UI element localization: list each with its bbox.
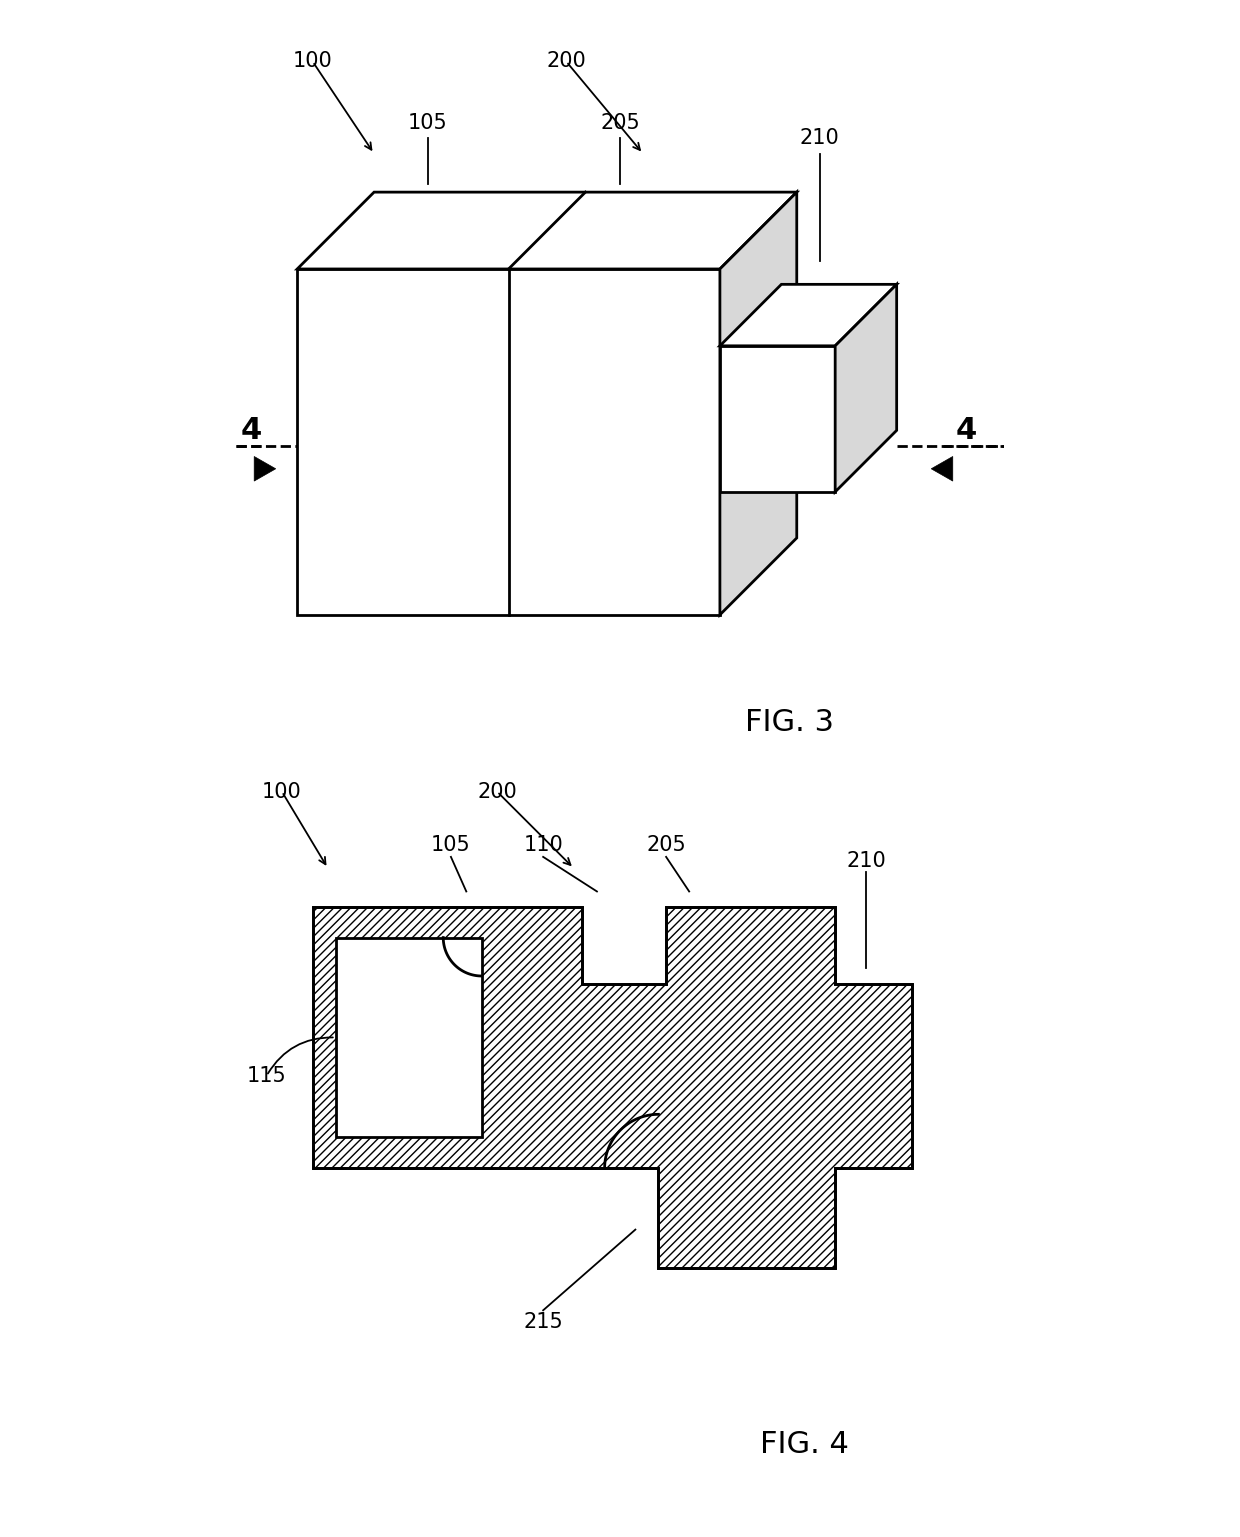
Text: 200: 200 — [477, 781, 517, 802]
Polygon shape — [720, 192, 797, 615]
Polygon shape — [298, 192, 797, 269]
Polygon shape — [836, 284, 897, 492]
Polygon shape — [298, 269, 720, 615]
Polygon shape — [254, 456, 275, 481]
Text: FIG. 3: FIG. 3 — [744, 709, 833, 736]
Text: 215: 215 — [523, 1311, 563, 1333]
Polygon shape — [720, 346, 836, 492]
Text: 110: 110 — [523, 835, 563, 856]
Text: 4: 4 — [241, 417, 262, 444]
Text: 210: 210 — [846, 850, 885, 871]
Text: 100: 100 — [293, 51, 332, 72]
Text: FIG. 4: FIG. 4 — [760, 1431, 849, 1459]
Text: 4: 4 — [955, 417, 976, 444]
Polygon shape — [312, 907, 913, 1268]
Text: 100: 100 — [262, 781, 301, 802]
Text: 210: 210 — [800, 128, 839, 149]
Text: 105: 105 — [408, 112, 448, 134]
Text: 200: 200 — [547, 51, 587, 72]
Polygon shape — [720, 284, 897, 346]
Text: 105: 105 — [432, 835, 471, 856]
Text: 205: 205 — [646, 835, 686, 856]
Text: 205: 205 — [600, 112, 640, 134]
Polygon shape — [336, 938, 481, 1137]
Text: 115: 115 — [247, 1065, 286, 1087]
Polygon shape — [931, 456, 952, 481]
